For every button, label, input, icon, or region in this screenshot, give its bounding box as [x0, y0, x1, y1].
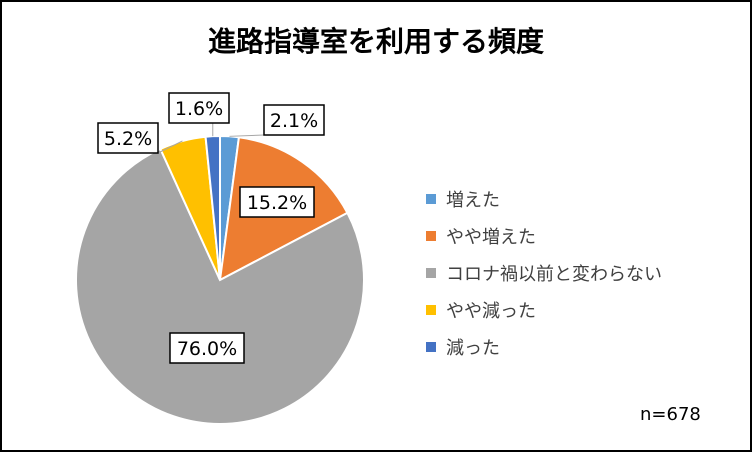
data-label-box-slightly-decreased — [97, 122, 159, 154]
legend-swatch-slightly-increased — [426, 230, 436, 241]
leader-line-slightly-decreased — [157, 140, 183, 154]
data-label-box-slightly-increased — [239, 186, 315, 218]
data-label-unchanged: 76.0% — [177, 338, 237, 360]
legend-swatch-slightly-decreased — [426, 304, 436, 315]
legend-label-slightly-increased: やや増えた — [446, 226, 536, 248]
leader-line-increased — [229, 134, 265, 137]
legend-label-decreased: 減った — [446, 337, 500, 359]
legend-label-increased: 増えた — [446, 189, 500, 211]
legend-swatch-unchanged — [426, 267, 436, 278]
chart-title: 進路指導室を利用する頻度 — [207, 25, 544, 58]
legend-swatch-increased — [426, 193, 436, 204]
legend-item-decreased: 減った — [426, 328, 662, 365]
legend-item-unchanged: コロナ禍以前と変わらない — [426, 254, 662, 291]
legend: 増えたやや増えたコロナ禍以前と変わらない やや減った減った — [426, 180, 662, 365]
data-label-box-unchanged — [169, 332, 245, 364]
legend-item-increased: 増えた — [426, 180, 662, 217]
legend-label-slightly-decreased: やや減った — [446, 300, 536, 322]
data-label-increased: 2.1% — [270, 110, 318, 132]
pie-slice-decreased — [204, 134, 221, 281]
sample-size-note: n=678 — [640, 404, 701, 425]
legend-swatch-decreased — [426, 341, 436, 352]
legend-item-slightly-increased: やや増えた — [426, 217, 662, 254]
data-label-box-decreased — [168, 92, 230, 124]
pie-slice-unchanged — [75, 147, 365, 425]
data-label-box-increased — [263, 104, 325, 136]
legend-item-slightly-decreased: やや減った — [426, 291, 662, 328]
legend-label-unchanged: コロナ禍以前と変わらない — [446, 263, 662, 285]
data-label-decreased: 1.6% — [175, 98, 223, 120]
data-label-slightly-increased: 15.2% — [247, 192, 307, 214]
data-label-slightly-decreased: 5.2% — [104, 128, 152, 150]
